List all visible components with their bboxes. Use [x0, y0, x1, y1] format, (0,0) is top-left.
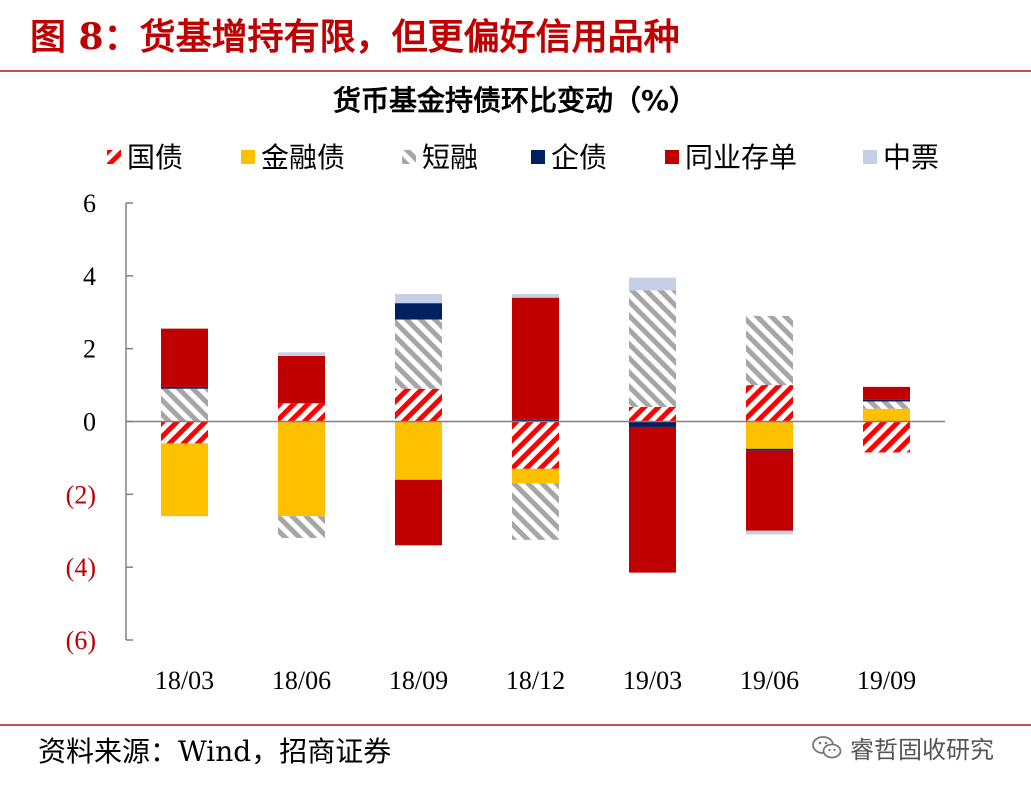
- bar-segment: [746, 448, 793, 451]
- x-axis: 18/03 18/06 18/09 18/12 19/03 19/06 19/09: [126, 420, 945, 695]
- x-tick-label: 18/03: [155, 666, 214, 695]
- legend-label: 企债: [551, 141, 607, 174]
- source-rule: [0, 724, 1031, 726]
- bar-segment: [746, 421, 793, 449]
- bar-segment: [395, 479, 442, 546]
- bar-segment: [395, 319, 442, 389]
- legend-swatch: [863, 150, 877, 164]
- x-tick-label: 18/09: [389, 666, 448, 695]
- legend-swatch: [531, 150, 545, 164]
- legend-swatch: [107, 150, 121, 164]
- bar-segment: [161, 443, 208, 517]
- bar-segment: [395, 421, 442, 480]
- bar-segment: [863, 386, 910, 400]
- bar-segment: [395, 303, 442, 320]
- bar-segment: [863, 408, 910, 422]
- legend-swatch: [402, 150, 416, 164]
- legend: 国债 金融债 短融 企债 同业存单 中票: [107, 141, 939, 174]
- x-tick-label: 19/09: [857, 666, 916, 695]
- x-tick-label: 19/03: [623, 666, 682, 695]
- bar-segment: [161, 388, 208, 422]
- bar-segment: [629, 277, 676, 291]
- bar-segment: [278, 403, 325, 422]
- y-tick-label: (6): [66, 626, 96, 655]
- bar-segment: [512, 419, 559, 422]
- bar-segment: [161, 386, 208, 389]
- bar-segment: [512, 468, 559, 484]
- x-tick-label: 19/06: [740, 666, 799, 695]
- watermark-text: 睿哲固收研究: [850, 736, 994, 764]
- chart-title: 货币基金持债环比变动（%）: [333, 84, 697, 117]
- wechat-icon: [812, 735, 842, 758]
- y-tick-label: (4): [66, 553, 96, 582]
- legend-label: 同业存单: [685, 141, 797, 174]
- figure-title: 图 8：货基增持有限，但更偏好信用品种: [30, 16, 680, 58]
- bar-segment: [512, 421, 559, 469]
- bar-segment: [863, 399, 910, 402]
- y-axis: 6 4 2 0 (2) (4) (6): [66, 189, 133, 655]
- bar-segment: [512, 483, 559, 540]
- bar-segment: [863, 401, 910, 409]
- watermark: 睿哲固收研究: [812, 730, 994, 765]
- bar-segment: [746, 385, 793, 422]
- bar-segment: [512, 294, 559, 298]
- y-tick-label: 6: [83, 189, 96, 218]
- bar-segment: [278, 421, 325, 517]
- source-note: 资料来源：Wind，招商证券: [38, 735, 392, 768]
- bar-segment: [863, 421, 910, 453]
- bar-segment: [161, 421, 208, 444]
- stacked-bar-chart: 货币基金持债环比变动（%） 国债 金融债 短融 企债 同业存单 中票 6 4 2 0 (2) (4)…: [66, 84, 945, 695]
- bars: [161, 277, 910, 573]
- y-tick-label: 2: [83, 335, 96, 364]
- bar-segment: [746, 450, 793, 531]
- bar-segment: [278, 352, 325, 356]
- bar-segment: [278, 355, 325, 404]
- x-tick-label: 18/06: [272, 666, 331, 695]
- legend-swatch: [241, 150, 255, 164]
- bar-segment: [746, 315, 793, 386]
- bar-segment: [512, 297, 559, 420]
- bar-segment: [629, 406, 676, 422]
- y-tick-label: (2): [66, 480, 96, 509]
- bar-segment: [278, 516, 325, 539]
- y-tick-label: 0: [83, 408, 96, 437]
- bar-segment: [629, 426, 676, 573]
- bar-segment: [395, 388, 442, 422]
- legend-label: 中票: [883, 141, 939, 174]
- bar-segment: [629, 290, 676, 407]
- legend-swatch: [665, 150, 679, 164]
- legend-label: 金融债: [261, 141, 345, 174]
- bar-segment: [629, 421, 676, 427]
- bar-segment: [161, 328, 208, 387]
- legend-label: 短融: [422, 141, 478, 174]
- bar-segment: [395, 294, 442, 304]
- y-tick-label: 4: [83, 262, 96, 291]
- bar-segment: [746, 530, 793, 535]
- x-tick-label: 18/12: [506, 666, 565, 695]
- title-rule: [0, 70, 1031, 72]
- legend-label: 国债: [127, 141, 183, 174]
